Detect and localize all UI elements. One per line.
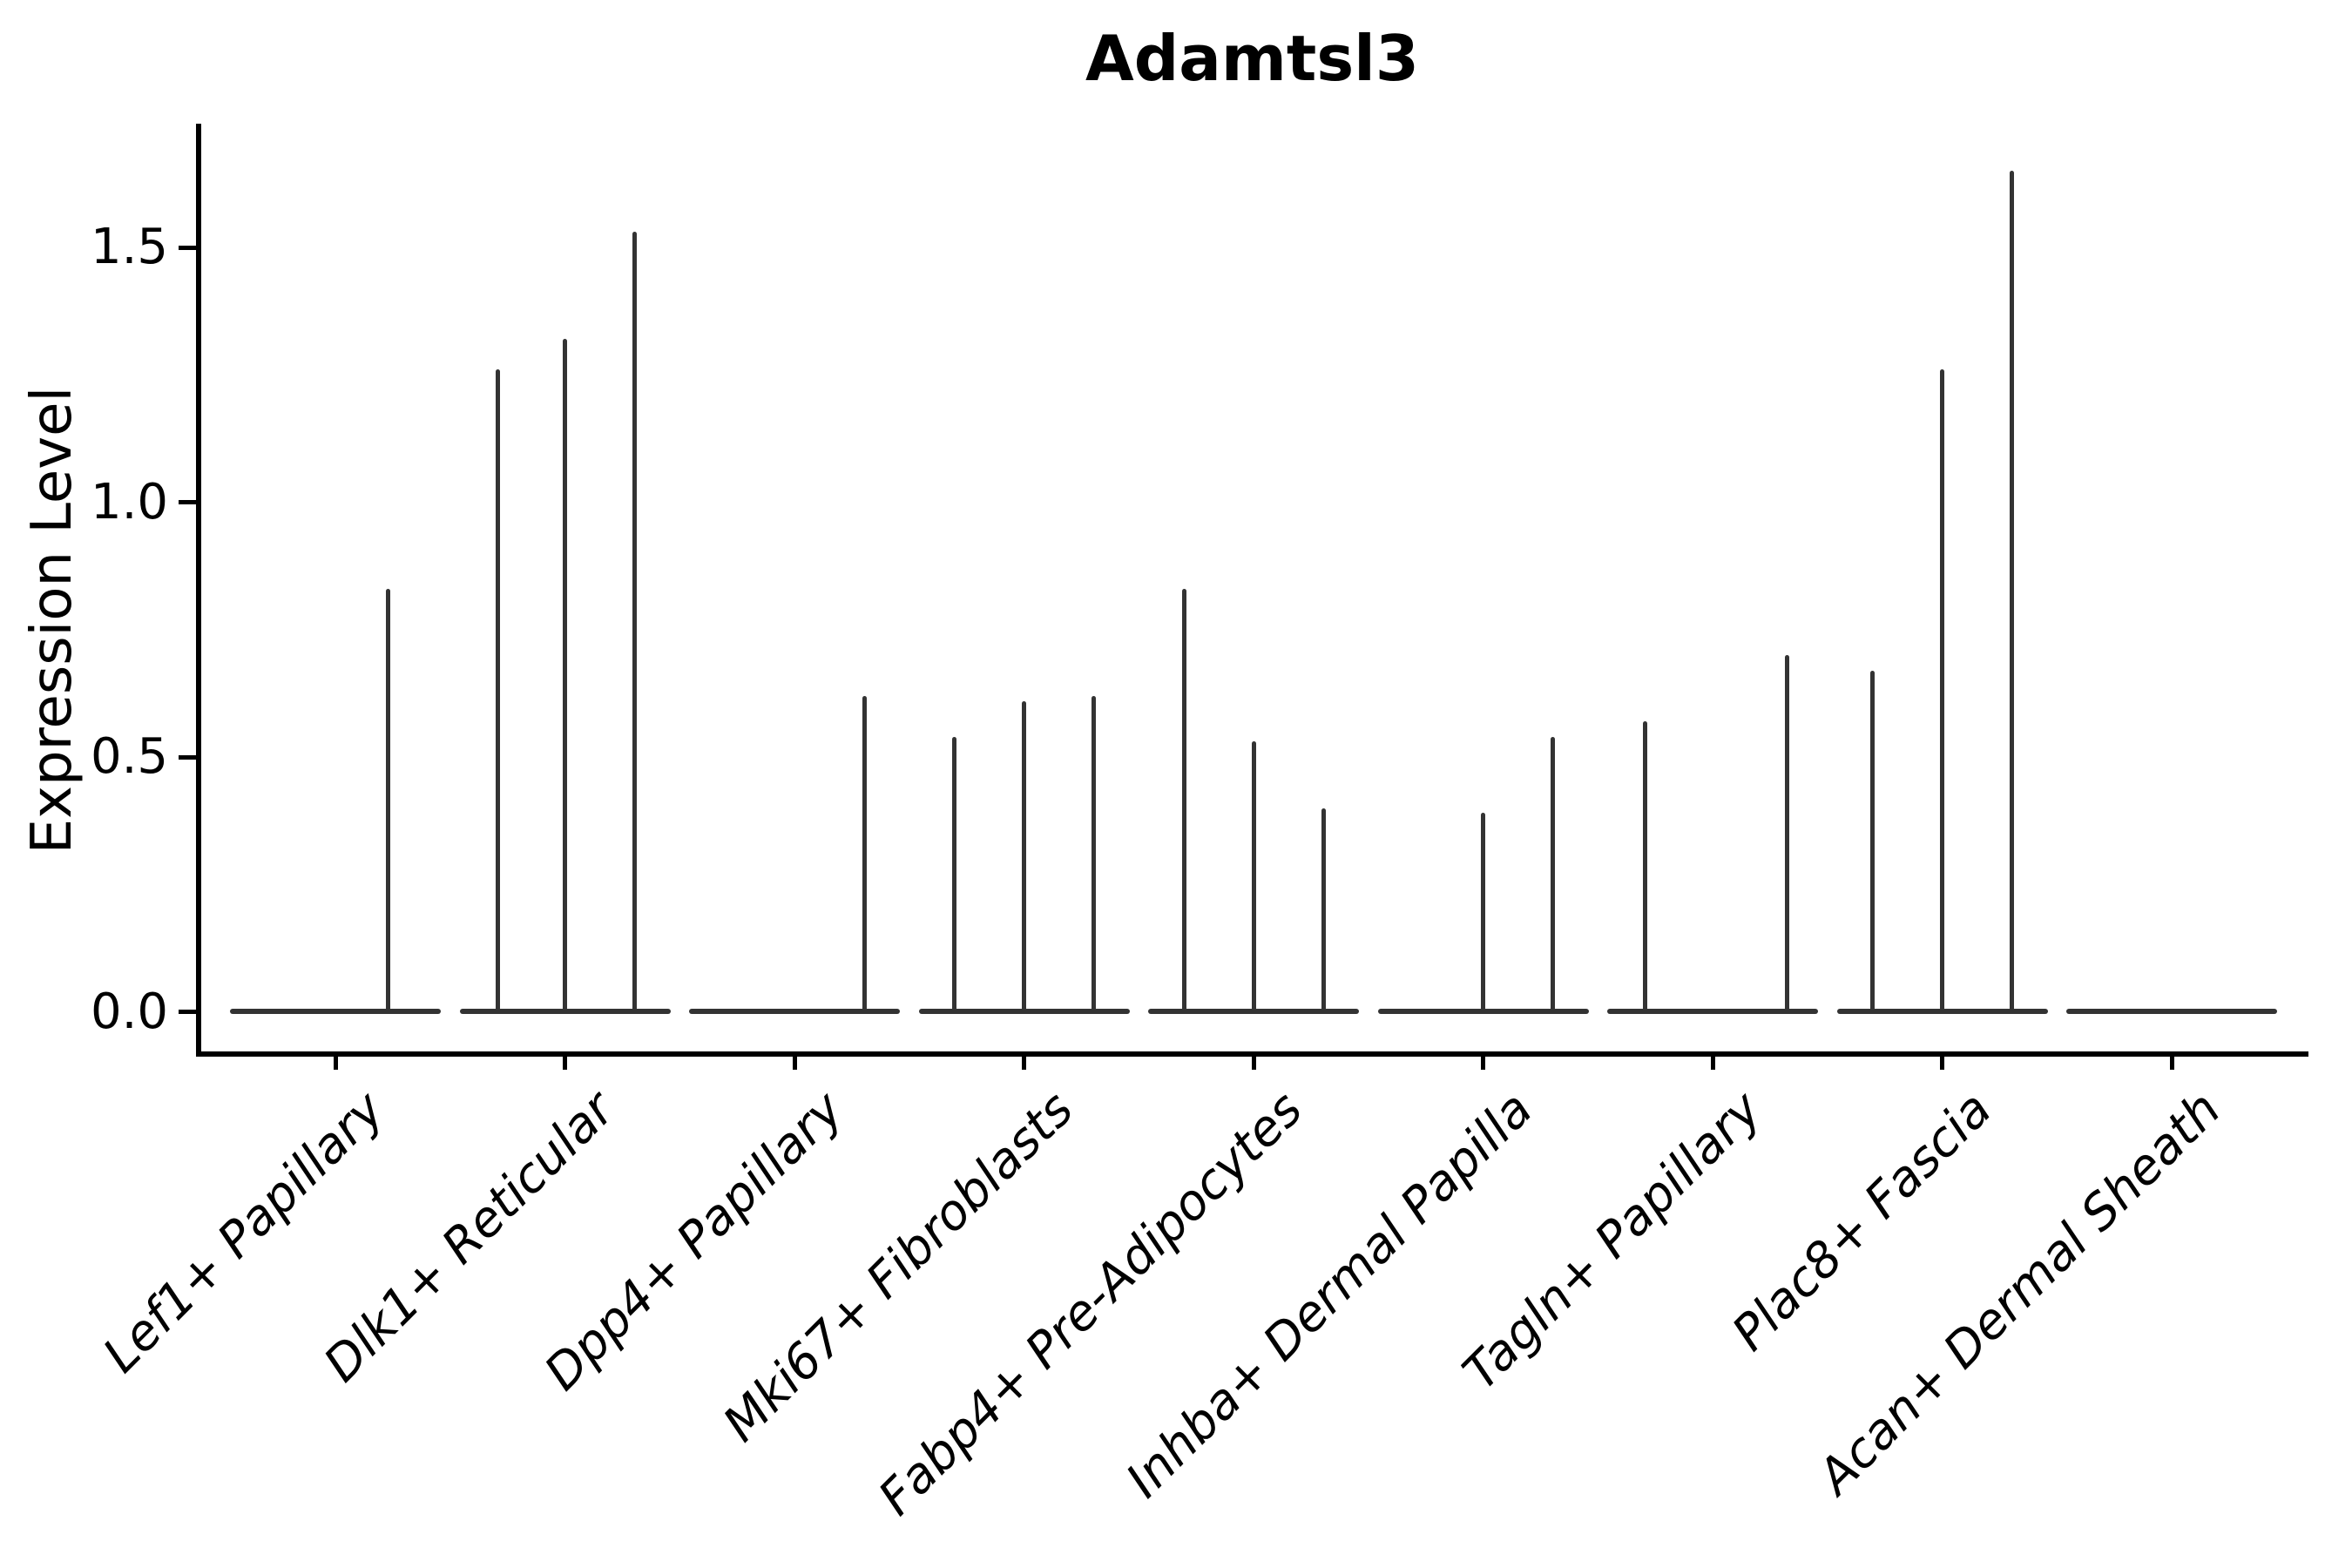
x-axis-spine xyxy=(196,1051,2308,1057)
violin-spike xyxy=(862,695,867,1014)
violin-spike xyxy=(1481,813,1485,1014)
violin-spike xyxy=(1551,736,1555,1014)
y-tick xyxy=(179,500,196,504)
violin-spike xyxy=(496,369,500,1014)
x-tick xyxy=(1940,1057,1944,1070)
x-tick-label: Acan+ Dermal Sheath xyxy=(1807,1080,2232,1505)
violin-spike xyxy=(1321,808,1326,1014)
x-tick-label: Fabp4+ Pre-Adipocytes xyxy=(868,1080,1314,1527)
violin-spike xyxy=(1870,670,1875,1014)
y-axis-spine xyxy=(196,124,201,1057)
x-tick xyxy=(1022,1057,1026,1070)
violin-spike xyxy=(1642,721,1647,1014)
violin-baseline xyxy=(1607,1009,1818,1014)
y-axis-label: Expression Level xyxy=(20,386,84,855)
x-tick xyxy=(792,1057,797,1070)
violin-baseline xyxy=(2066,1009,2277,1014)
chart-title: Adamtsl3 xyxy=(1085,22,1419,95)
violin-spike xyxy=(385,588,390,1014)
y-tick xyxy=(179,1010,196,1014)
y-tick-label: 0.5 xyxy=(90,728,168,785)
violin-baseline xyxy=(230,1009,441,1014)
violin-spike xyxy=(2010,171,2014,1014)
violin-spike xyxy=(632,232,637,1014)
violin-baseline xyxy=(689,1009,900,1014)
violin-spike xyxy=(1022,700,1026,1014)
y-tick xyxy=(179,754,196,760)
violin-spike xyxy=(1251,741,1256,1014)
y-tick-label: 1.5 xyxy=(90,219,168,275)
x-tick xyxy=(563,1057,567,1070)
violin-spike xyxy=(1784,655,1789,1014)
x-tick xyxy=(1251,1057,1256,1070)
x-tick xyxy=(1481,1057,1485,1070)
violin-spike xyxy=(1940,369,1944,1014)
y-tick-label: 1.0 xyxy=(90,473,168,531)
violin-spike xyxy=(952,736,956,1014)
x-tick-label: Inhba+ Dermal Papilla xyxy=(1115,1080,1544,1509)
y-tick xyxy=(179,245,196,250)
violin-spike xyxy=(1092,695,1096,1014)
violin-spike xyxy=(563,339,567,1014)
y-tick-label: 0.0 xyxy=(90,983,168,1040)
x-tick xyxy=(1710,1057,1715,1070)
violin-spike xyxy=(1181,588,1186,1014)
x-tick xyxy=(2169,1057,2174,1070)
x-tick xyxy=(333,1057,338,1070)
